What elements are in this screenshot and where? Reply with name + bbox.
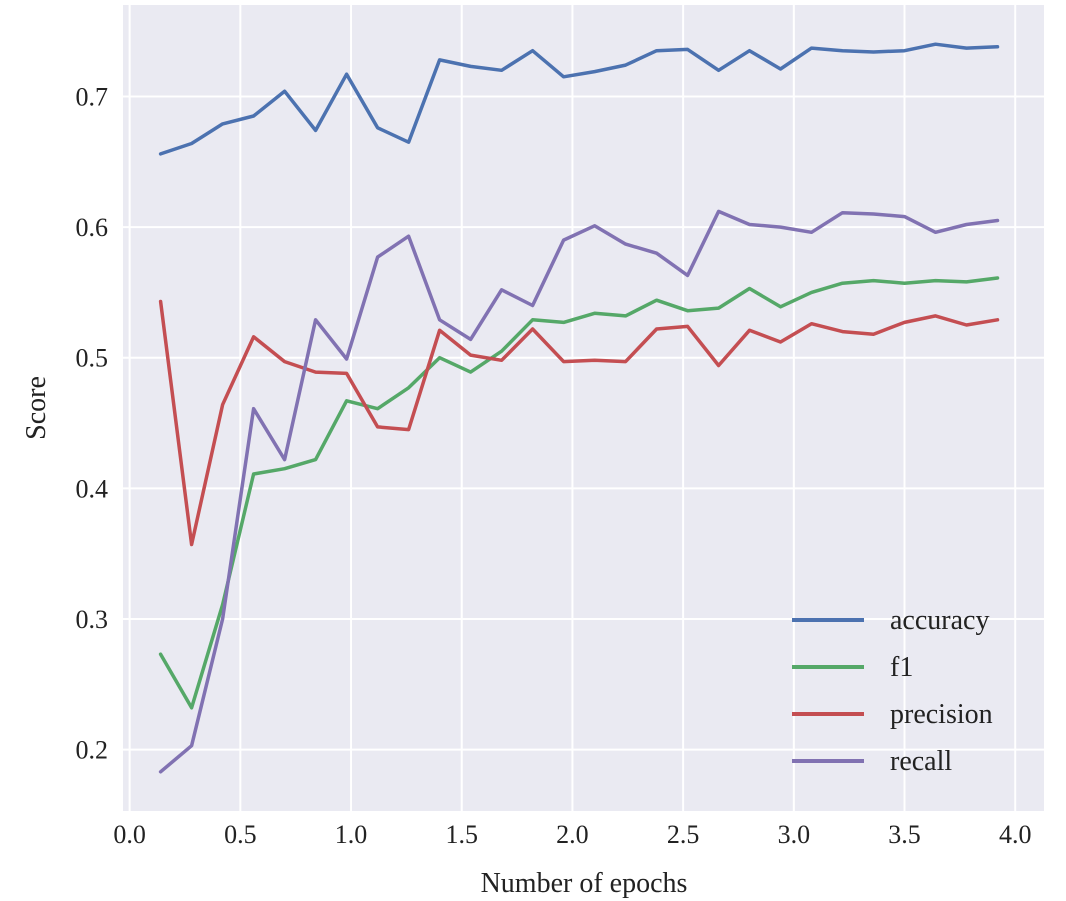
- legend-label: accuracy: [890, 605, 989, 636]
- x-tick-label: 1.5: [445, 820, 478, 849]
- legend-item-recall: recall: [792, 746, 952, 777]
- series-lines: [158, 42, 1000, 774]
- series-line-accuracy: [158, 42, 1000, 156]
- y-axis-ticks: 0.2 0.3 0.4 0.5 0.6 0.7: [76, 82, 109, 764]
- y-axis-title: Score: [21, 376, 52, 440]
- y-tick-label: 0.2: [76, 736, 109, 765]
- y-tick-label: 0.7: [76, 82, 109, 111]
- x-tick-label: 2.0: [556, 820, 589, 849]
- legend-label: precision: [890, 699, 993, 730]
- y-tick-label: 0.3: [76, 605, 109, 634]
- legend-label: f1: [890, 652, 913, 683]
- x-tick-label: 2.5: [667, 820, 700, 849]
- x-tick-label: 3.5: [888, 820, 921, 849]
- series-line-f1: [158, 276, 1000, 710]
- x-tick-label: 4.0: [999, 820, 1032, 849]
- grid: [123, 5, 1044, 811]
- legend-item-f1: f1: [792, 652, 913, 683]
- legend-item-accuracy: accuracy: [792, 605, 989, 636]
- x-axis-title: Number of epochs: [481, 868, 688, 899]
- legend: accuracy f1 precision recall: [792, 605, 993, 777]
- x-tick-label: 3.0: [778, 820, 811, 849]
- legend-label: recall: [890, 746, 952, 777]
- x-axis-ticks: 0.0 0.5 1.0 1.5 2.0 2.5 3.0 3.5 4.0: [113, 820, 1031, 849]
- series-line-recall: [158, 209, 1000, 774]
- x-tick-label: 0.5: [224, 820, 257, 849]
- series-line-precision: [158, 299, 1000, 547]
- x-tick-label: 1.0: [335, 820, 368, 849]
- plot-area: [123, 5, 1044, 811]
- y-tick-label: 0.5: [76, 344, 109, 373]
- legend-item-precision: precision: [792, 699, 993, 730]
- x-tick-label: 0.0: [113, 820, 146, 849]
- y-tick-label: 0.6: [76, 213, 109, 242]
- y-tick-label: 0.4: [76, 474, 109, 503]
